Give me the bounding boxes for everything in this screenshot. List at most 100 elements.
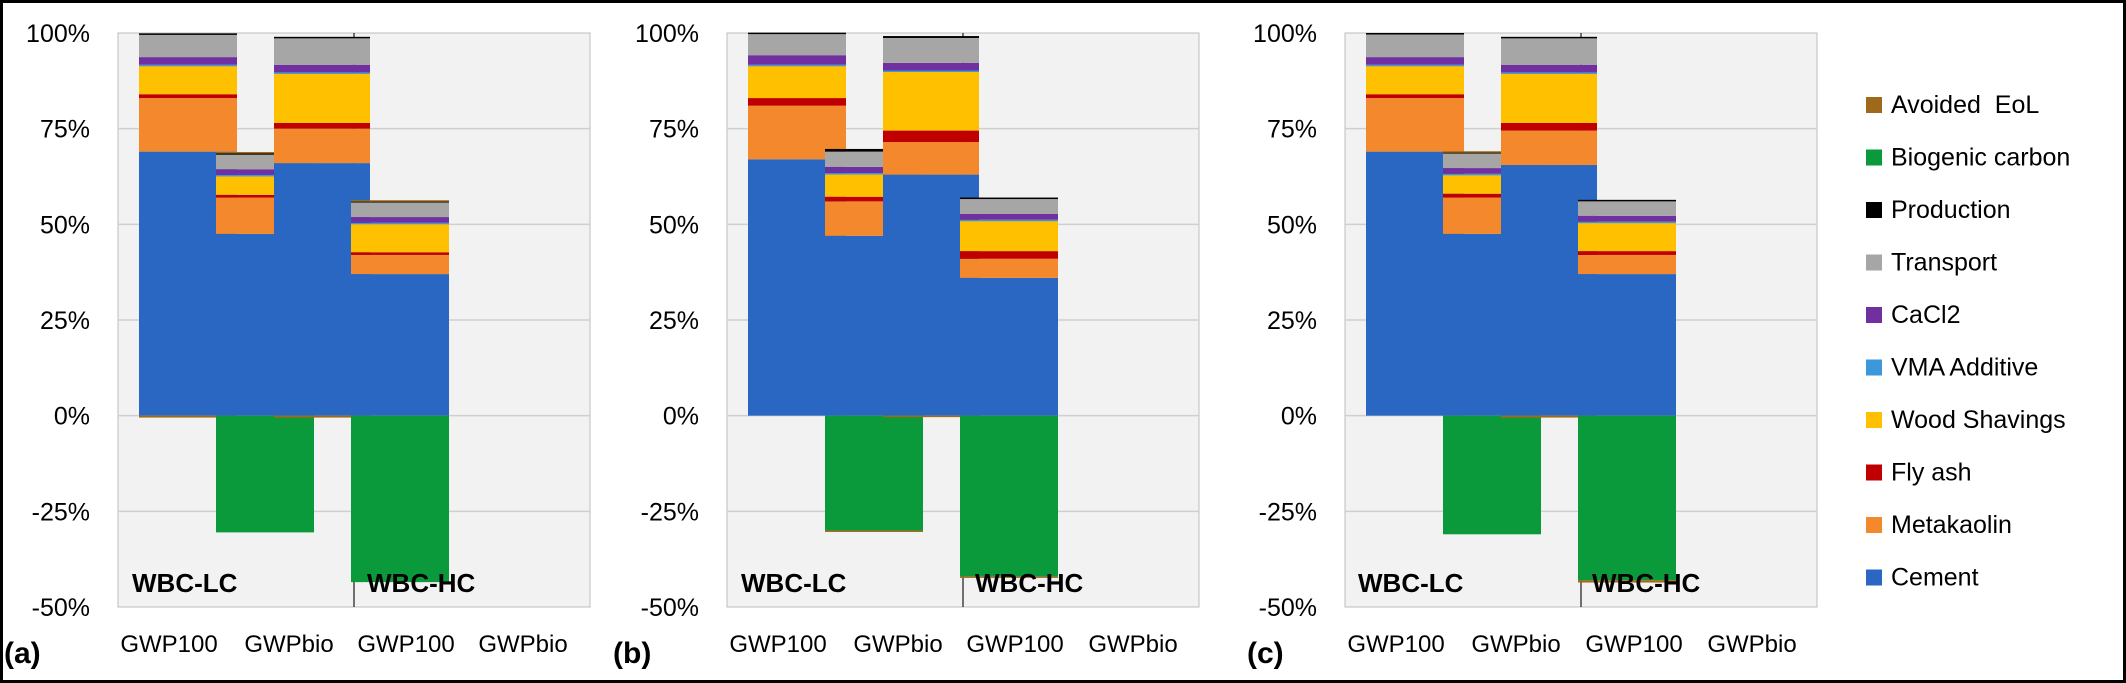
bar-segment-cacl2-3: [883, 62, 979, 71]
x-category-label: GWPbio: [478, 631, 567, 658]
bar-segment-fly-ash-3: [883, 130, 979, 143]
legend-swatch: [1866, 149, 1882, 166]
legend-item-label: Metakaolin: [1891, 511, 2012, 539]
bar-segment-transport-3: [1501, 37, 1597, 65]
group-label-wbc-lc: WBC-LC: [1358, 568, 1464, 598]
panel-label: (a): [4, 637, 41, 670]
bars: [748, 32, 1058, 578]
bar-segment-transport-3: [883, 37, 979, 63]
bar-segment-vma-additive-2: [1443, 173, 1541, 176]
bar-segment-vma-additive-4: [1578, 221, 1676, 224]
bar-segment-fly-ash-3: [274, 122, 370, 129]
bar-segment-transport-4: [1578, 200, 1676, 216]
bar-segment-vma-additive-3: [1501, 72, 1597, 74]
legend-item-label: Fly ash: [1891, 459, 1972, 487]
y-tick-label: 0%: [663, 403, 699, 431]
bar-segment-avoided-eol-3: [883, 415, 979, 418]
legend-item-label: Cement: [1891, 564, 1979, 592]
x-category-label: GWPbio: [1471, 631, 1560, 658]
legend-item-label: Wood Shavings: [1891, 406, 2066, 434]
y-axis-ticks: 100% 75% 50% 25% 0% -25% -50%: [26, 20, 90, 622]
group-label-wbc-lc: WBC-LC: [132, 568, 238, 598]
x-category-label: GWP100: [120, 631, 217, 658]
bar-segment-metakaolin-4: [960, 258, 1058, 278]
bar-segment-vma-additive-1: [139, 64, 237, 67]
legend-item-label: Avoided EoL: [1891, 91, 2039, 119]
bar-segment-vma-additive-2: [216, 174, 314, 177]
bar-segment-wood-shavings-4: [1578, 222, 1676, 252]
bar-segment-cacl2-4: [351, 217, 449, 223]
legend-swatch: [1866, 517, 1882, 533]
bar-segment-avoided-eol-1: [139, 415, 237, 418]
y-tick-label: 100%: [26, 20, 90, 48]
legend-item-label: Biogenic carbon: [1891, 144, 2070, 172]
y-tick-label: 75%: [1267, 116, 1317, 144]
x-category-label: GWP100: [729, 631, 826, 658]
legend-swatch: [1866, 569, 1882, 586]
bar-segment-fly-ash-4: [960, 251, 1058, 259]
bar-segment-wood-shavings-3: [274, 73, 370, 123]
y-tick-label: 100%: [635, 20, 699, 48]
bar-segment-transport-1: [139, 34, 237, 58]
bar-segment-transport-4: [351, 201, 449, 218]
bar-segment-avoided-eol-2: [216, 152, 314, 154]
bar-segment-transport-1: [748, 34, 846, 56]
y-tick-label: 75%: [649, 116, 699, 144]
y-tick-label: 50%: [40, 211, 90, 239]
bar-segment-cacl2-4: [1578, 215, 1676, 222]
y-axis-ticks: 100% 75% 50% 25% 0% -25% -50%: [635, 20, 699, 622]
bar-segment-avoided-eol-4: [960, 576, 1058, 578]
y-tick-label: 0%: [1281, 403, 1317, 431]
legend-swatch: [1866, 412, 1882, 428]
bar-segment-fly-ash-2: [216, 194, 314, 198]
bar-segment-vma-additive-1: [1366, 64, 1464, 67]
bar-segment-wood-shavings-1: [748, 65, 846, 99]
group-label-wbc-hc: WBC-HC: [975, 568, 1084, 598]
bar-segment-vma-additive-1: [748, 64, 846, 67]
bar-segment-vma-additive-4: [960, 219, 1058, 222]
bar-segment-production-4: [960, 197, 1058, 200]
chart-panel-b: 100%75%50%25%0%-25%-50% GWP100 GWPbio GWP1…: [613, 20, 1200, 670]
legend-item-label: CaCl2: [1891, 301, 1960, 329]
y-tick-label: -50%: [32, 594, 90, 622]
bar-segment-wood-shavings-1: [139, 65, 237, 95]
bar-segment-transport-3: [274, 37, 370, 65]
bar-segment-biogenic-carbon-4: [351, 415, 449, 583]
legend-swatch: [1866, 254, 1882, 271]
bar-segment-production-4: [1578, 199, 1676, 202]
bar-segment-biogenic-carbon-2: [1443, 415, 1541, 535]
bar-segment-fly-ash-2: [825, 196, 923, 202]
bar-segment-production-4: [351, 200, 449, 203]
x-category-label: GWP100: [1585, 631, 1682, 658]
bar-segment-cement-4: [1578, 274, 1676, 416]
bar-segment-metakaolin-3: [1501, 130, 1597, 166]
bar-segment-vma-additive-3: [883, 70, 979, 73]
legend: Avoided EoL Biogenic carbon Production Tran…: [1866, 91, 2070, 592]
bar-segment-fly-ash-2: [1443, 193, 1541, 198]
bar-segment-fly-ash-3: [1501, 122, 1597, 131]
bar-segment-biogenic-carbon-4: [960, 415, 1058, 577]
bar-segment-cacl2-1: [139, 57, 237, 65]
group-label-wbc-hc: WBC-HC: [1592, 568, 1701, 598]
bar-segment-production-2: [216, 153, 314, 155]
y-tick-label: 25%: [1267, 307, 1317, 335]
bar-segment-metakaolin-1: [1366, 98, 1464, 152]
legend-swatch: [1866, 307, 1882, 323]
bar-segment-production-3: [274, 36, 370, 39]
bar-segment-production-2: [1443, 152, 1541, 154]
panel-label: (b): [613, 637, 651, 670]
x-category-label: GWPbio: [244, 631, 333, 658]
bar-segment-metakaolin-4: [351, 254, 449, 275]
bar-segment-vma-additive-3: [274, 72, 370, 74]
x-axis-categories: GWP100 GWPbio GWP100 GWPbio: [729, 631, 1177, 658]
bar-segment-production-1: [748, 32, 846, 35]
bar-segment-avoided-eol-4: [1578, 580, 1676, 583]
bar-segment-biogenic-carbon-2: [825, 415, 923, 531]
y-tick-label: -25%: [641, 498, 699, 526]
y-tick-label: -50%: [641, 594, 699, 622]
legend-item-label: VMA Additive: [1891, 354, 2038, 382]
x-axis-categories: GWP100 GWPbio GWP100 GWPbio: [1347, 631, 1796, 658]
bar-segment-metakaolin-3: [883, 142, 979, 175]
legend-swatch: [1866, 202, 1882, 218]
